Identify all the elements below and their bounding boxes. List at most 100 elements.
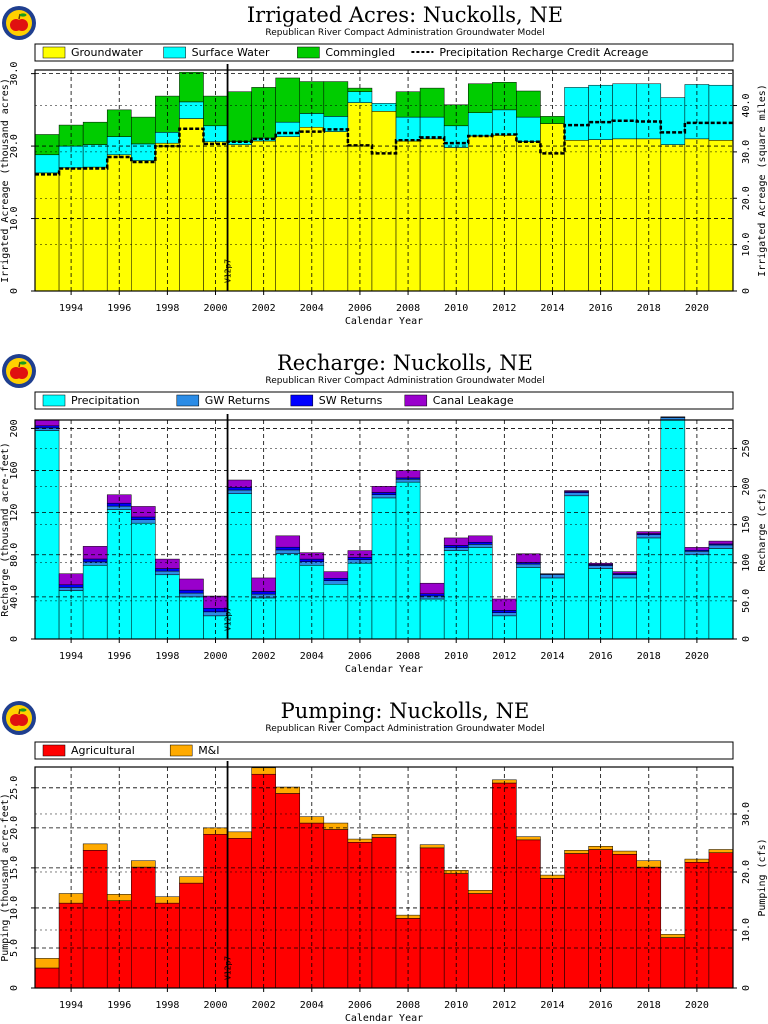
bar-segment	[708, 544, 734, 549]
y-tick-label: 5.0	[9, 939, 20, 957]
y-tick-label: 160	[9, 462, 20, 480]
logo-apple-right	[16, 19, 28, 31]
legend-label: GW Returns	[205, 394, 270, 407]
bar-segment	[179, 101, 204, 119]
y2-tick-label: 0	[741, 985, 752, 991]
bar-segment	[516, 141, 541, 292]
version-label: V12p7	[224, 259, 233, 283]
bar-segment	[371, 834, 397, 838]
x-tick-label: 2008	[396, 651, 420, 662]
x-tick-label: 2012	[492, 1000, 516, 1011]
bar-segment	[82, 558, 108, 563]
x-tick-label: 2012	[492, 651, 516, 662]
y-tick-label: 120	[9, 504, 20, 522]
bar-segment	[275, 553, 301, 640]
x-tick-label: 2016	[589, 303, 613, 314]
x-tick-label: 2000	[203, 303, 227, 314]
bar-segment	[371, 837, 397, 989]
x-tick-label: 2018	[637, 303, 661, 314]
bar-segment	[323, 580, 349, 585]
bar-segment	[299, 822, 325, 989]
legend-label: Agricultural	[71, 744, 135, 757]
bar-segment	[588, 849, 613, 989]
y2-tick-label: 20.0	[741, 186, 752, 210]
x-tick-label: 2004	[300, 1000, 324, 1011]
bar-segment	[227, 487, 252, 491]
bar-segment	[371, 492, 397, 495]
bar-segment	[516, 839, 541, 989]
chart-subtitle: Republican River Compact Administration …	[265, 376, 544, 386]
x-tick-label: 2014	[540, 303, 564, 314]
x-tick-label: 2014	[540, 651, 564, 662]
x-tick-label: 2006	[348, 651, 372, 662]
bar-segment	[684, 862, 710, 989]
y-axis-label: Pumping (thousand acre-feet)	[0, 793, 11, 962]
bar-segment	[419, 582, 445, 594]
bar-segment	[467, 112, 493, 137]
bar-segment	[131, 860, 156, 868]
bar-segment	[34, 419, 60, 427]
y-tick-label: 10.0	[9, 206, 20, 230]
x-tick-label: 2000	[203, 651, 227, 662]
y2-tick-label: 0	[741, 288, 752, 294]
bar-segment	[564, 140, 589, 292]
bar-segment	[227, 489, 252, 494]
bar-segment	[179, 71, 204, 103]
bar-segment	[82, 843, 108, 851]
x-tick-label: 2002	[252, 303, 276, 314]
x-tick-label: 2006	[348, 1000, 372, 1011]
legend-swatch	[163, 46, 186, 59]
bar-segment	[636, 866, 662, 989]
logo-leaf	[19, 13, 27, 17]
bar-segment	[612, 850, 637, 855]
y2-tick-label: 150	[741, 516, 752, 534]
x-tick-label: 1998	[155, 303, 179, 314]
bar-segment	[660, 934, 686, 938]
x-tick-label: 2020	[685, 1000, 709, 1011]
bar-segment	[323, 822, 349, 830]
logo-apple-right	[16, 714, 28, 726]
series-line	[35, 119, 733, 176]
bar-segment	[58, 584, 84, 588]
bar-segment	[492, 612, 517, 617]
bar-segment	[323, 571, 349, 579]
bar-segment	[467, 544, 493, 548]
x-tick-label: 1994	[59, 1000, 83, 1011]
apple-logo-icon	[2, 6, 36, 40]
y2-tick-label: 10.0	[741, 918, 752, 942]
x-tick-label: 2014	[540, 1000, 564, 1011]
bar-segment	[58, 167, 84, 292]
bar-segment	[612, 854, 637, 989]
legend-label: Commingled	[325, 46, 395, 59]
bar-segment	[179, 882, 204, 989]
x-tick-label: 2002	[252, 1000, 276, 1011]
legend-label: Surface Water	[192, 46, 270, 59]
y-tick-label: 20.0	[9, 816, 20, 840]
y-tick-label: 25.0	[9, 776, 20, 800]
legend-box	[34, 741, 734, 760]
y2-tick-label: 30.0	[741, 140, 752, 164]
bar-segment	[82, 850, 108, 989]
y2-tick-label: 30.0	[741, 802, 752, 826]
x-tick-label: 1998	[155, 651, 179, 662]
x-tick-label: 1998	[155, 1000, 179, 1011]
bar-segment	[275, 549, 301, 554]
bar-segment	[371, 103, 397, 112]
bar-segment	[347, 557, 373, 560]
bar-segment	[660, 419, 686, 640]
legend-label: Canal Leakage	[433, 394, 514, 407]
x-tick-label: 2006	[348, 303, 372, 314]
y-tick-label: 40.0	[9, 585, 20, 609]
y-tick-label: 0	[9, 985, 20, 991]
bar-segment	[34, 967, 60, 989]
x-tick-label: 2002	[252, 651, 276, 662]
bar-segment	[540, 123, 565, 292]
bar-segment	[227, 493, 252, 640]
legend-box	[34, 43, 734, 62]
bar-segment	[612, 138, 637, 292]
y2-tick-label: 40.0	[741, 93, 752, 117]
bar-segment	[323, 577, 349, 581]
legend-swatch	[297, 46, 320, 59]
legend-label: Precipitation Recharge Credit Acreage	[439, 46, 648, 59]
bar-segment	[131, 522, 156, 640]
